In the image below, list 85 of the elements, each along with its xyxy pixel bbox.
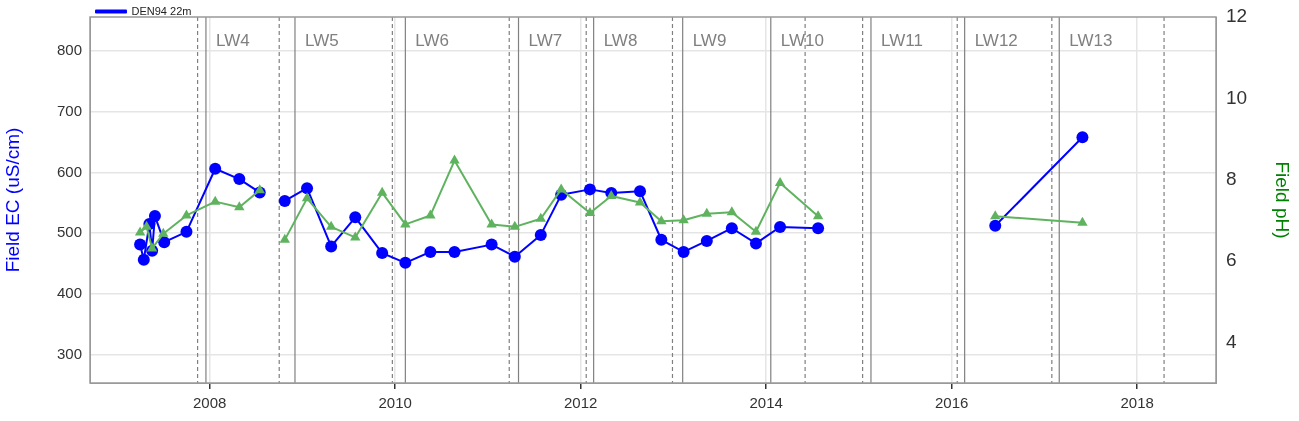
y-tick-label: 400 [56, 283, 82, 301]
ref-line-label: LW7 [528, 30, 563, 50]
x-tick-label: 2010 [378, 394, 412, 412]
point [325, 220, 337, 230]
point [349, 211, 362, 224]
point [301, 182, 314, 195]
point [254, 184, 265, 194]
point [301, 192, 313, 202]
point [812, 210, 824, 220]
y-tick-label: 600 [56, 162, 82, 180]
point [448, 245, 461, 258]
point [656, 215, 667, 225]
y2-tick-label: 4 [1226, 330, 1237, 352]
point [486, 218, 497, 228]
y2-axis-title: Field pH) [1272, 161, 1294, 239]
point [180, 225, 193, 238]
point [700, 234, 713, 247]
point [534, 228, 547, 241]
point [158, 236, 171, 249]
y2-tick-label: 12 [1226, 5, 1248, 27]
point [989, 219, 1002, 232]
ref-line-label: LW13 [1069, 30, 1113, 50]
point [485, 238, 498, 251]
ref-line-label: LW10 [780, 30, 824, 50]
ref-line-label: LW8 [603, 30, 638, 50]
y-tick-label: 500 [56, 223, 82, 241]
point [279, 233, 290, 243]
x-tick-label: 2012 [563, 394, 598, 412]
x-tick-label: 2014 [749, 394, 783, 412]
point [146, 242, 158, 252]
point [234, 201, 245, 211]
point [325, 240, 338, 253]
ref-line-label: LW12 [974, 30, 1018, 50]
point [749, 237, 762, 250]
point [535, 212, 546, 222]
point [1077, 216, 1088, 226]
y-tick-label: 800 [56, 41, 82, 59]
point [376, 186, 388, 196]
point [584, 207, 596, 217]
point [990, 210, 1001, 220]
point [774, 221, 787, 234]
point [399, 256, 412, 269]
point [449, 154, 460, 164]
y-tick-label: 300 [56, 344, 82, 362]
point [209, 162, 222, 175]
point [655, 233, 668, 246]
y2-tick-label: 6 [1226, 249, 1237, 271]
point [148, 210, 161, 223]
point [278, 194, 291, 207]
point [701, 207, 712, 217]
point [583, 183, 596, 196]
ref-line-label: LW9 [692, 30, 727, 50]
point [158, 227, 169, 237]
point [508, 250, 521, 263]
point [134, 226, 146, 236]
y2-tick-label: 8 [1226, 167, 1237, 189]
point [634, 185, 647, 198]
y2-tick-label: 10 [1226, 86, 1248, 108]
point [137, 253, 150, 266]
point [141, 220, 152, 230]
point [376, 247, 389, 260]
point [678, 214, 689, 224]
point [509, 220, 520, 230]
point [134, 238, 147, 251]
ref-line-label: LW5 [304, 30, 339, 50]
ref-line-label: LW11 [880, 30, 923, 50]
point [812, 222, 825, 235]
y-axis-title: Field EC (uS/cm) [1, 127, 23, 273]
ref-line-label: LW4 [215, 30, 250, 50]
point [210, 195, 221, 205]
point [677, 245, 690, 258]
point [726, 206, 738, 216]
x-tick-label: 2018 [1120, 394, 1154, 412]
point [233, 173, 246, 186]
point [634, 196, 646, 206]
point [774, 176, 786, 186]
legend-label: DEN94 22m [131, 4, 192, 17]
point [424, 245, 437, 258]
point [725, 222, 738, 235]
ref-line-label: LW6 [415, 30, 450, 50]
point [1076, 131, 1089, 144]
y-tick-label: 700 [56, 101, 82, 119]
point [750, 225, 762, 235]
x-tick-label: 2016 [934, 394, 969, 412]
x-tick-label: 2008 [192, 394, 227, 412]
